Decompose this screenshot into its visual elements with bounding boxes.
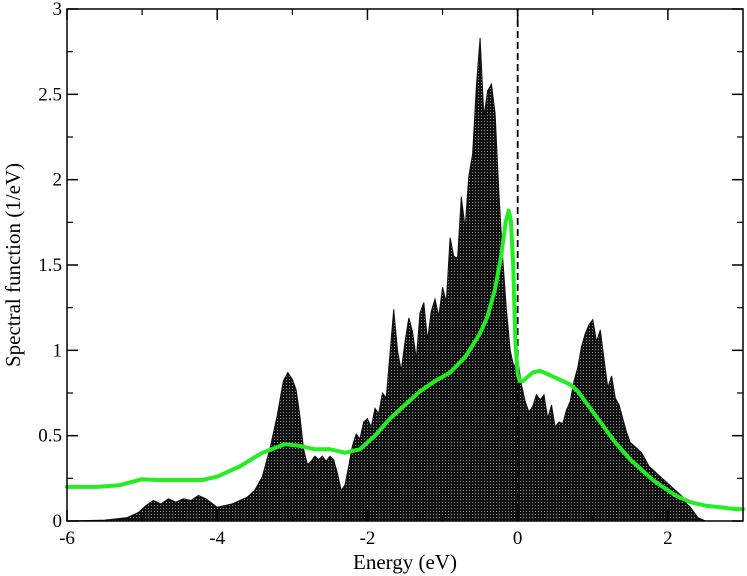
x-tick-label: 0	[513, 528, 523, 549]
filled-spectrum-layer	[66, 37, 706, 522]
x-tick-label: 2	[663, 528, 673, 549]
x-axis-title: Energy (eV)	[353, 550, 457, 574]
y-tick-label: 2.5	[38, 84, 62, 105]
ticks-layer: -6 -4 -2 0 2 0 0.5 1 1.5 2 2.5 3	[38, 0, 743, 549]
y-tick-label: 2	[53, 170, 63, 191]
y-tick-label: 1.5	[38, 255, 62, 276]
y-tick-label: 0.5	[38, 426, 62, 447]
x-tick-label: -6	[59, 528, 75, 549]
y-tick-label: 0	[53, 511, 63, 532]
x-tick-label: -2	[360, 528, 376, 549]
y-tick-label: 3	[53, 0, 63, 20]
filled-spectral-area	[66, 37, 706, 522]
x-tick-label: -4	[209, 528, 225, 549]
y-tick-label: 1	[53, 340, 63, 361]
green-line-layer	[65, 208, 745, 512]
green-spectral-line	[65, 208, 745, 512]
y-axis-title: Spectral function (1/eV)	[1, 163, 25, 367]
